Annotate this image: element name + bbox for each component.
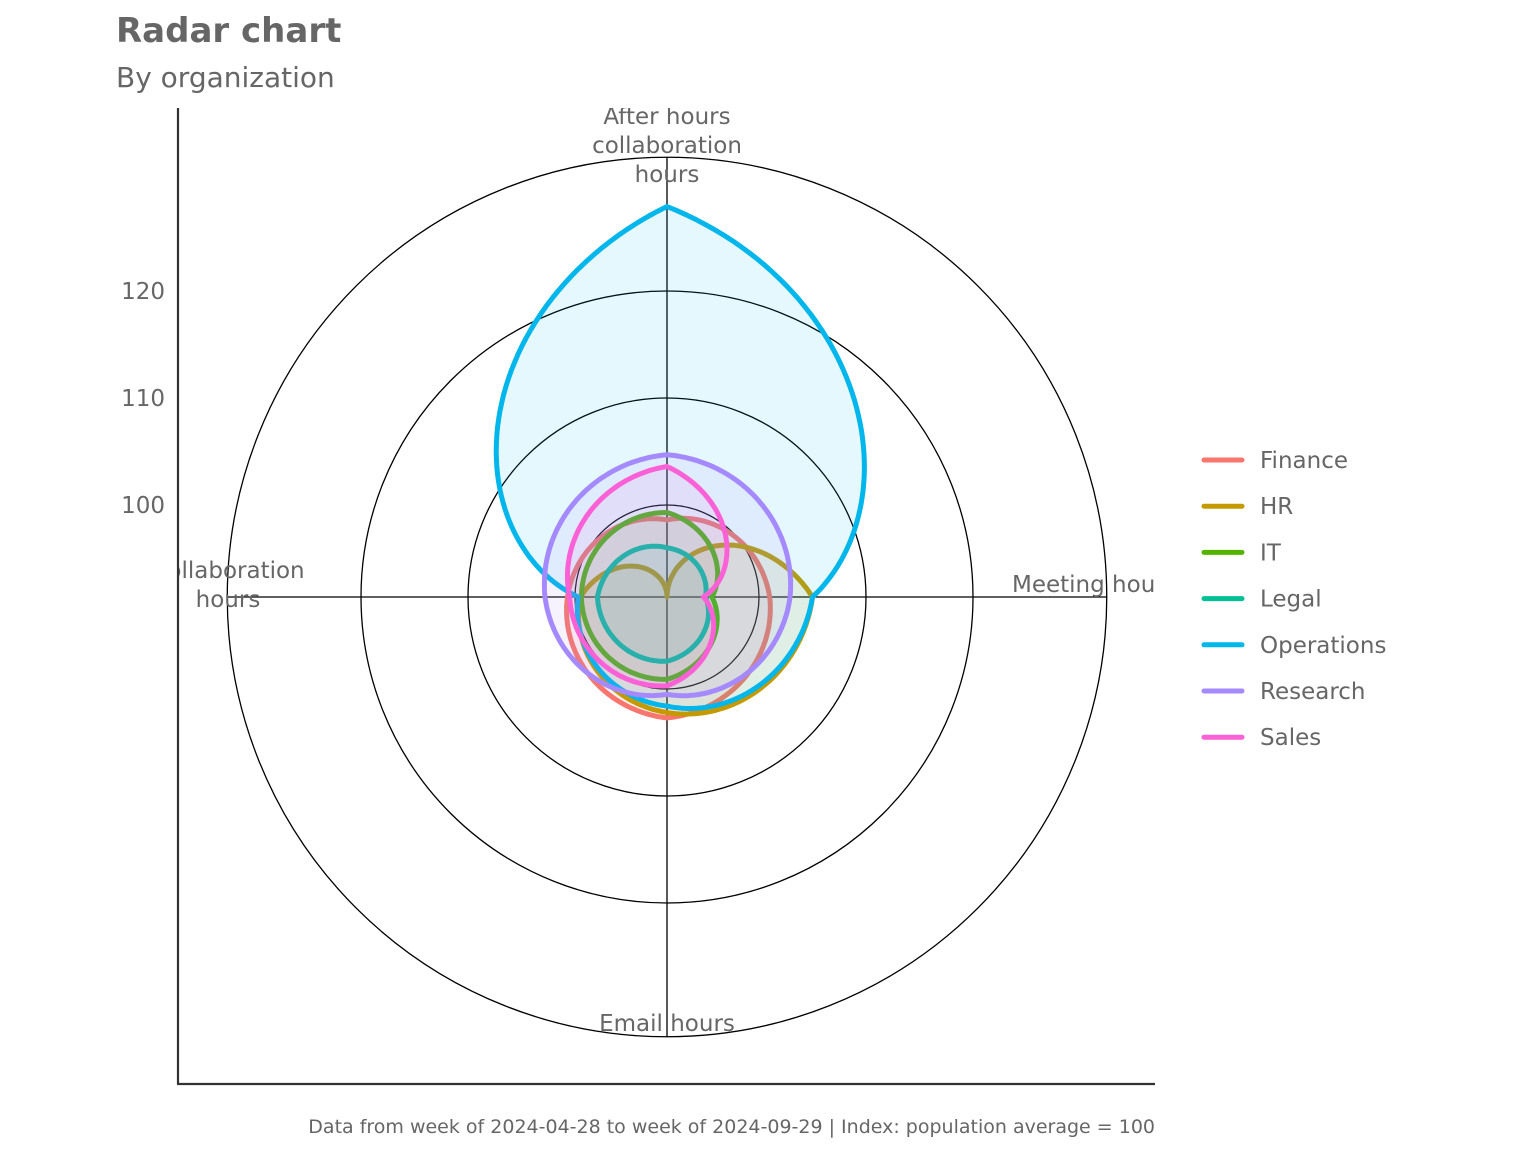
legend-item-finance: Finance xyxy=(1201,448,1348,474)
axis-label: Meeting hours xyxy=(1012,572,1177,598)
legend-label: Legal xyxy=(1260,587,1322,613)
legend-label: Research xyxy=(1260,679,1366,705)
chart-title: Radar chart xyxy=(116,11,341,51)
legend-item-hr: HR xyxy=(1201,494,1293,520)
legend-label: IT xyxy=(1260,540,1282,566)
series-research xyxy=(541,452,794,699)
legend-item-legal: Legal xyxy=(1201,587,1322,613)
series-hr xyxy=(576,542,815,717)
axis-label: Email hours xyxy=(599,1011,735,1037)
series-sales xyxy=(565,464,730,689)
legend-item-research: Research xyxy=(1201,679,1366,705)
series-legal xyxy=(595,543,711,664)
chart-subtitle: By organization xyxy=(116,61,335,94)
legend-item-sales: Sales xyxy=(1201,725,1321,751)
legend-item-operations: Operations xyxy=(1201,633,1386,659)
legend-label: Finance xyxy=(1260,448,1348,474)
y-tick-label: 100 xyxy=(121,493,165,519)
axis-label: Collaboration hours xyxy=(151,558,304,613)
legend-label: HR xyxy=(1260,494,1293,520)
axis-label: After hours collaboration hours xyxy=(592,104,742,188)
y-tick-label: 120 xyxy=(121,279,165,305)
chart-caption: Data from week of 2024-04-28 to week of … xyxy=(308,1116,1155,1138)
legend-label: Sales xyxy=(1260,725,1321,751)
y-tick-label: 110 xyxy=(121,386,165,412)
legend-item-it: IT xyxy=(1201,540,1282,566)
legend-label: Operations xyxy=(1260,633,1386,659)
